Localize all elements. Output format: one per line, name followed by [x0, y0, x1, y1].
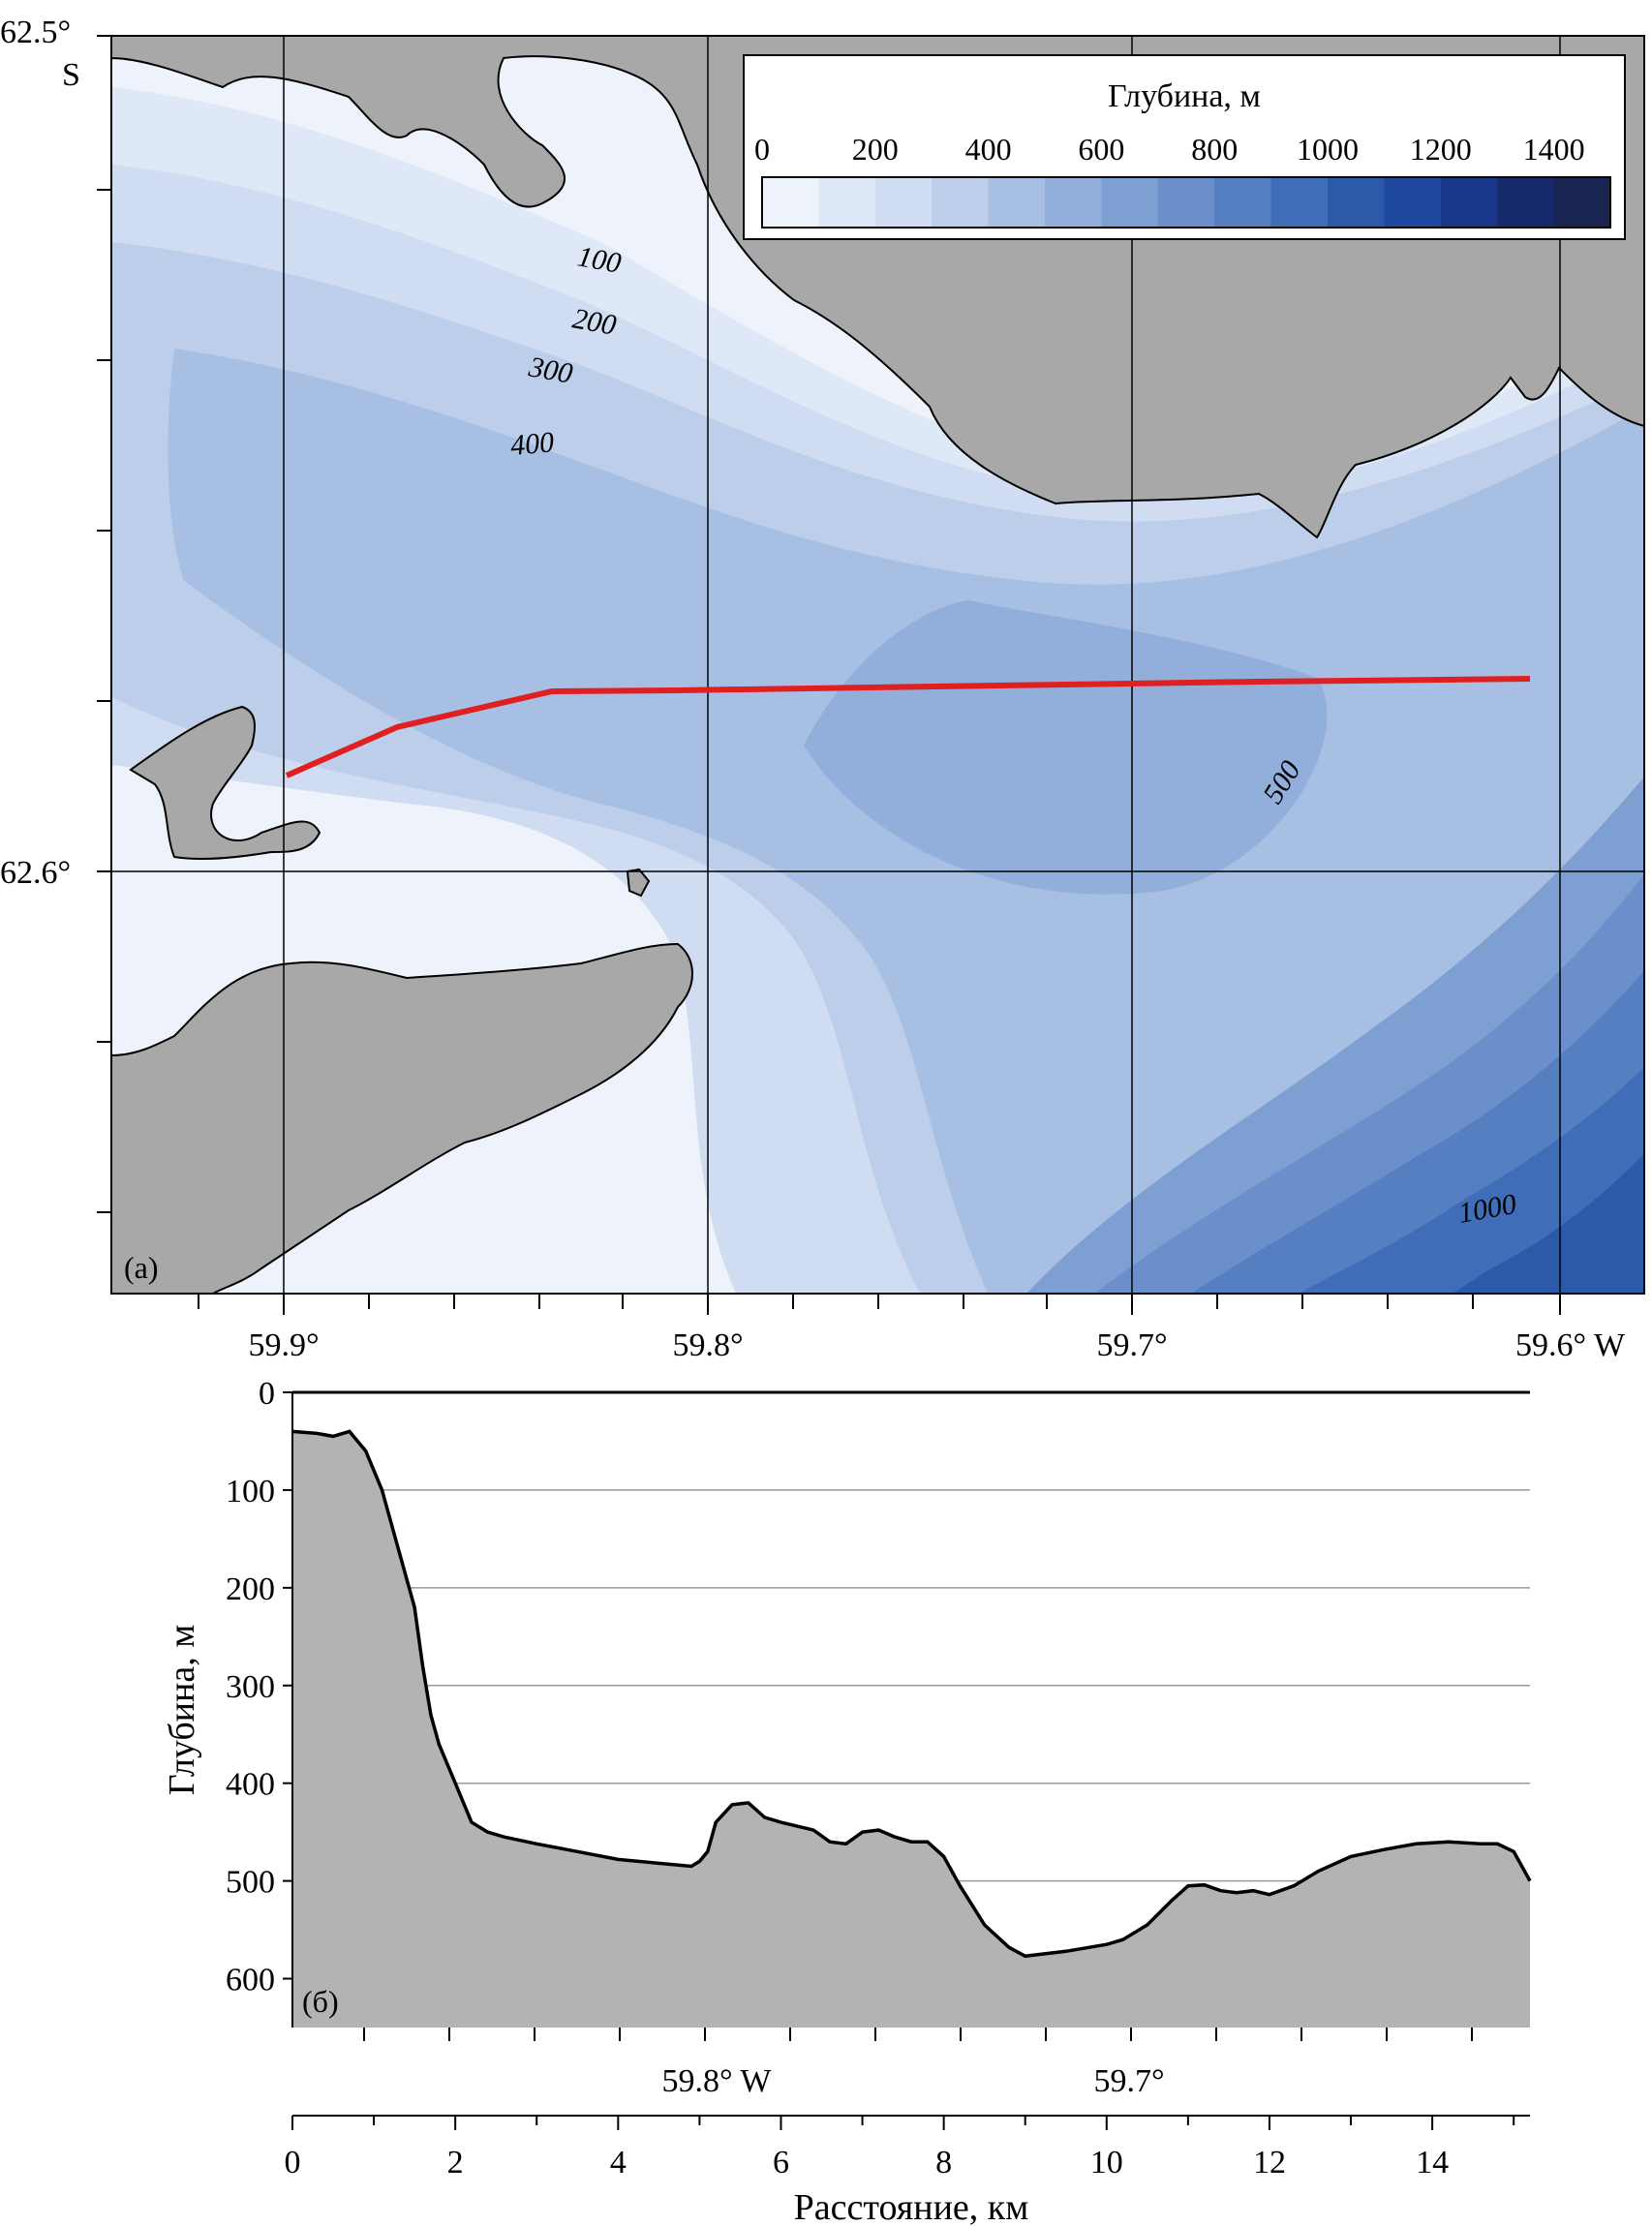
legend-color-swatch — [818, 177, 876, 228]
contour-label-300: 300 — [526, 351, 575, 389]
land-islet-west — [129, 705, 321, 861]
depth-legend: Глубина, м 0 200 400 600 800 1000 1200 1400 — [743, 54, 1626, 240]
legend-color-swatch — [1384, 177, 1442, 228]
legend-color-swatch — [1553, 177, 1611, 228]
legend-color-swatch — [1157, 177, 1215, 228]
legend-tick-label: 0 — [754, 132, 770, 167]
land-rock — [626, 868, 651, 898]
profile-lon-ticks — [363, 2028, 1473, 2041]
lat-ticks — [97, 35, 111, 1213]
lon-label-59-7: 59.7° — [1096, 1327, 1167, 1363]
profile-y-tick-label: 600 — [226, 1963, 275, 1998]
profile-y-tick-label: 100 — [226, 1474, 275, 1509]
legend-tick-label: 200 — [852, 132, 899, 167]
profile-x-tick-label: 4 — [610, 2145, 627, 2180]
legend-colorbar — [762, 177, 1611, 228]
profile-x-axis-title: Расстояние, км — [794, 2187, 1029, 2226]
land-south — [111, 942, 693, 1294]
profile-x-tick-label: 12 — [1253, 2145, 1286, 2180]
legend-bar-frame — [761, 176, 1611, 229]
profile-x-tick-label: 8 — [935, 2145, 952, 2180]
profile-y-tick-label: 300 — [226, 1669, 275, 1705]
legend-color-swatch — [1440, 177, 1498, 228]
legend-tick-label: 1400 — [1523, 132, 1585, 167]
legend-color-swatch — [988, 177, 1046, 228]
legend-tick-label: 1200 — [1410, 132, 1472, 167]
legend-color-swatch — [1045, 177, 1102, 228]
lat-hemisphere-label: S — [62, 57, 80, 93]
legend-color-swatch — [762, 177, 819, 228]
map-panel-label: (а) — [124, 1250, 159, 1285]
profile-lon-label-59-8: 59.8° W — [661, 2063, 772, 2099]
contour-label-200: 200 — [570, 302, 619, 341]
lon-label-59-8: 59.8° — [672, 1327, 743, 1363]
depth-band-1000 — [1453, 1153, 1644, 1294]
seabed-profile-line — [291, 1429, 1532, 1959]
profile-y-tick-label: 500 — [226, 1865, 275, 1901]
contour-label-400: 400 — [509, 426, 556, 462]
profile-x-tick-label: 0 — [285, 2145, 301, 2180]
depth-profile-chart: 0 100 200 300 400 500 600 59.8° W 59.7° 0 2 4 6 8 1… — [162, 1376, 1532, 2226]
legend-color-swatch — [1270, 177, 1329, 228]
lat-label-62-5: 62.5° — [0, 15, 71, 50]
legend-color-swatch — [1214, 177, 1272, 228]
legend-color-swatch — [932, 177, 990, 228]
legend-tick-labels: 0 200 400 600 800 1000 1200 1400 — [754, 132, 1585, 167]
profile-y-tick-label: 200 — [226, 1571, 275, 1607]
depth-band-500 — [804, 600, 1328, 895]
profile-y-axis-title: Глубина, м — [162, 1625, 202, 1796]
legend-tick-label: 600 — [1078, 132, 1124, 167]
legend-title: Глубина, м — [1108, 78, 1261, 114]
legend-tick-label: 400 — [965, 132, 1012, 167]
legend-color-swatch — [1497, 177, 1555, 228]
legend-color-swatch — [874, 177, 933, 228]
profile-y-tick-label: 0 — [259, 1376, 275, 1412]
profile-x-tick-label: 14 — [1416, 2145, 1449, 2180]
contour-label-100: 100 — [575, 240, 624, 279]
profile-x-ticks: 0 2 4 6 8 10 12 14 — [285, 2116, 1515, 2180]
profile-x-tick-label: 6 — [773, 2145, 789, 2180]
lat-label-62-6: 62.6° — [0, 855, 71, 891]
lon-label-59-6: 59.6° W — [1515, 1327, 1626, 1363]
lon-label-59-9: 59.9° — [248, 1327, 319, 1363]
profile-x-tick-label: 2 — [447, 2145, 464, 2180]
graticule — [111, 36, 1644, 1294]
profile-y-tick-label: 400 — [226, 1767, 275, 1803]
profile-panel-label: (б) — [302, 1984, 339, 2019]
lon-ticks — [198, 1294, 1561, 1315]
legend-color-swatch — [1101, 177, 1159, 228]
legend-color-swatch — [1328, 177, 1385, 228]
bathymetry-map: 62.5° S 62.6° 59.9° 59.8° 59.7° 59.6° W … — [0, 15, 1645, 1363]
profile-lon-label-59-7: 59.7° — [1093, 2063, 1164, 2099]
transect-line — [285, 676, 1531, 778]
profile-y-ticks: 0 100 200 300 400 500 600 — [226, 1376, 292, 1998]
legend-tick-label: 1000 — [1297, 132, 1359, 167]
profile-x-tick-label: 10 — [1090, 2145, 1123, 2180]
legend-tick-label: 800 — [1191, 132, 1238, 167]
seabed-area — [292, 1431, 1530, 2028]
